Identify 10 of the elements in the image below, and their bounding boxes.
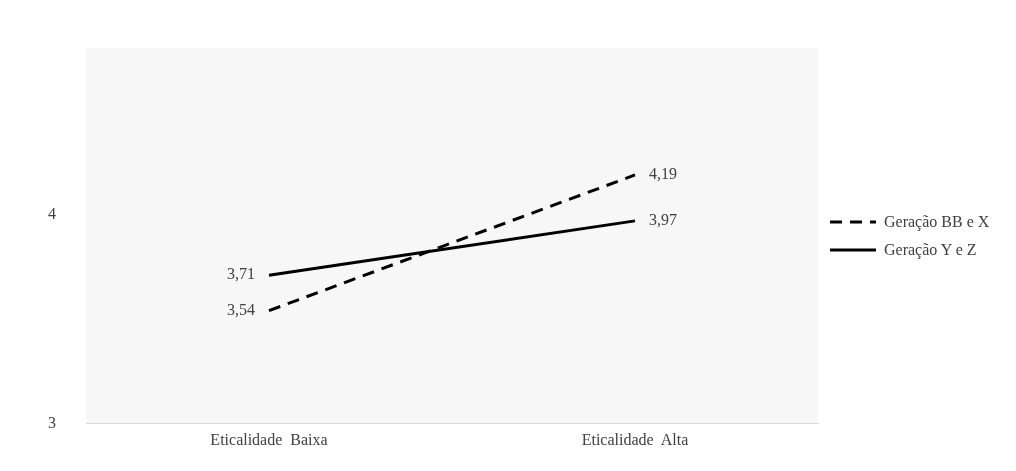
y-tick-label: 4 xyxy=(48,204,56,222)
data-label: 3,97 xyxy=(649,211,677,229)
x-tick-label: Eticalidade Baixa xyxy=(210,431,328,449)
data-label: 4,19 xyxy=(649,165,677,183)
x-tick-label: Eticalidade Alta xyxy=(581,431,689,449)
legend-label: Geração BB e X xyxy=(884,212,990,231)
data-label: 3,54 xyxy=(227,300,255,318)
legend-label: Geração Y e Z xyxy=(884,240,977,259)
data-label: 3,71 xyxy=(227,265,255,283)
y-tick-label: 3 xyxy=(48,413,56,431)
